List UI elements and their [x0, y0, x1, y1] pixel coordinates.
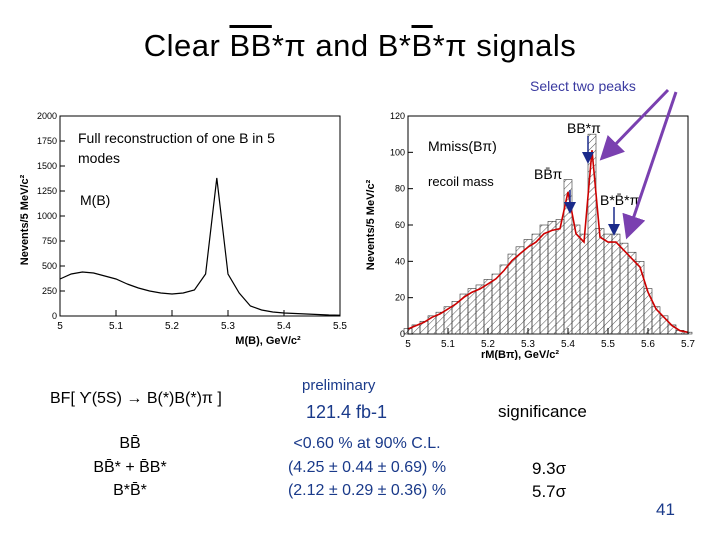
right-x-tick-label: 5.3: [521, 339, 535, 350]
row1-value: <0.60 % at 90% C.L.: [293, 435, 441, 452]
right-y-tick-label: 100: [390, 147, 405, 157]
right-x-tick-label: 5.5: [601, 339, 615, 350]
row2-channel: BB̄* + B̄B*: [93, 459, 167, 476]
left-y-tick-label: 750: [42, 236, 57, 246]
peak-bbpi-label: BB̄π: [534, 166, 563, 182]
left-y-tick-label: 0: [52, 311, 57, 321]
recoil-label: recoil mass: [428, 174, 494, 189]
lumi-label: 121.4 fb-1: [306, 402, 388, 422]
peak-bstarbstarpi-label: B*B̄*π: [600, 192, 640, 208]
row3-significance: 5.7σ: [532, 482, 567, 501]
select-arrow-1: [599, 88, 670, 161]
right-x-tick-label: 5.7: [681, 339, 695, 350]
page-number: 41: [656, 500, 675, 519]
significance-header: significance: [498, 402, 587, 421]
left-x-ticks: 5 5.1 5.2 5.3 5.4 5.5: [57, 310, 347, 332]
right-y-tick-label: 80: [395, 184, 405, 194]
slide-title: Clear BB*π and B*B*π signals: [143, 28, 577, 63]
right-x-tick-label: 5.4: [561, 339, 575, 350]
right-x-tick-label: 5.2: [481, 339, 495, 350]
row3-channel: B*B̄*: [113, 482, 147, 499]
left-x-tick-label: 5.5: [333, 321, 347, 332]
left-annotation: Full reconstruction of one B in 5 modes: [78, 130, 275, 166]
left-y-tick-label: 1250: [37, 186, 57, 196]
left-y-tick-label: 1750: [37, 136, 57, 146]
left-var-label: M(B): [80, 192, 111, 208]
preliminary-label: preliminary: [302, 377, 376, 394]
right-y-axis-label: Nevents/5 MeV/c²: [365, 179, 377, 270]
select-arrow-2: [622, 91, 678, 240]
left-x-tick-label: 5: [57, 321, 63, 332]
left-y-tick-label: 500: [42, 261, 57, 271]
left-y-axis-label: Nevents/5 MeV/c²: [19, 174, 31, 265]
row3-value: (2.12 ± 0.29 ± 0.36) %: [287, 482, 447, 499]
right-y-ticks: 0 20 40 60 80 100 120: [390, 111, 413, 339]
peak-bbstarpi-label: BB*π: [567, 120, 601, 136]
right-y-tick-label: 0: [400, 329, 405, 339]
right-fit-curve: [407, 150, 689, 334]
right-x-tick-label: 5.6: [641, 339, 655, 350]
left-x-tick-label: 5.3: [221, 321, 235, 332]
row2-significance: 9.3σ: [532, 459, 567, 478]
bf-label: BF[ ϒ(5S) → B(*)B(*)π ]: [50, 390, 222, 407]
left-y-tick-label: 1500: [37, 161, 57, 171]
right-x-ticks: 5 5.1 5.2 5.3 5.4 5.5 5.6 5.7: [405, 328, 695, 350]
left-x-tick-label: 5.4: [277, 321, 291, 332]
right-x-tick-label: 5: [405, 339, 411, 350]
select-note: Select two peaks: [530, 78, 636, 94]
right-x-tick-label: 5.1: [441, 339, 455, 350]
right-y-tick-label: 60: [395, 220, 405, 230]
left-y-tick-label: 1000: [37, 211, 57, 221]
left-histogram: 0 250 500 750 1000 1250 1500 1750 2000 5 5.1 5.2 5.…: [19, 111, 347, 347]
left-data-curve: [59, 177, 341, 316]
right-x-axis-label: rM(Bπ), GeV/c²: [481, 349, 559, 360]
right-y-tick-label: 20: [395, 293, 405, 303]
left-x-tick-label: 5.1: [109, 321, 123, 332]
left-x-tick-label: 5.2: [165, 321, 179, 332]
row2-value: (4.25 ± 0.44 ± 0.69) %: [287, 459, 447, 476]
left-y-tick-label: 2000: [37, 111, 57, 121]
left-y-ticks: 0 250 500 750 1000 1250 1500 1750 2000: [37, 111, 65, 321]
mmiss-label: Mmiss(Bπ): [428, 138, 497, 154]
right-y-tick-label: 120: [390, 111, 405, 121]
left-y-tick-label: 250: [42, 286, 57, 296]
right-data-bars: [403, 133, 693, 335]
row1-channel: BB̄: [119, 435, 141, 452]
left-x-axis-label: M(B), GeV/c²: [235, 335, 301, 347]
right-y-tick-label: 40: [395, 256, 405, 266]
